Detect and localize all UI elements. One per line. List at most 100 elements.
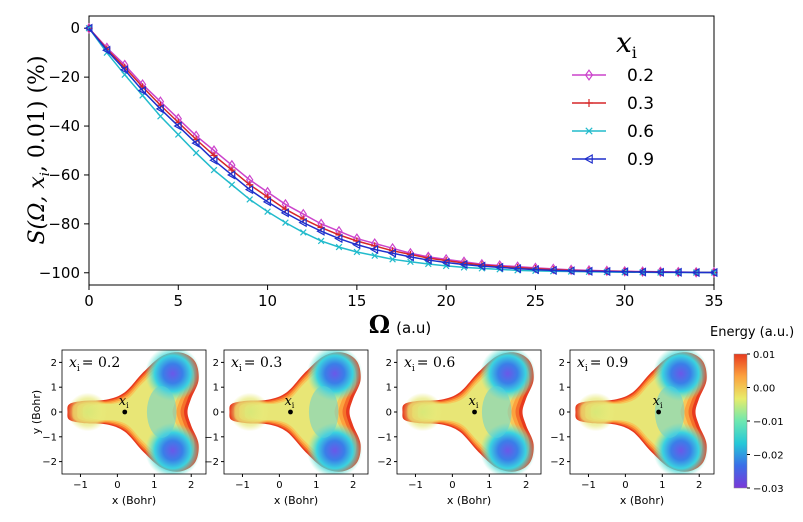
saddle-region [308,386,339,438]
data-point [137,85,147,96]
panel-x-axis-label: x (Bohr) [112,494,156,507]
data-point [282,219,289,226]
colorbar-tick-label: −0.03 [753,484,784,495]
xi-point-label: xi [119,394,129,410]
data-point [583,153,593,165]
data-point [264,208,271,215]
data-point [387,248,397,258]
xi-point-label: xi [653,394,663,410]
panel-x-tick-label: 1 [659,480,665,491]
panel-x-tick-label: −1 [581,480,596,491]
potential-panel: −1 0 1 2 2 1 0 −1 −2 x (Bohr) xi = 0.3 xi [204,349,369,507]
panel-x-tick-label: 1 [151,480,157,491]
legend-label: 0.9 [627,150,654,170]
data-point [173,121,182,131]
potential-panels: −1 0 1 2 2 1 0 −1 −2 x (Bohr) y (Bohr) xi = 0.2 xi −1 0… [30,349,715,507]
y-tick-label: −80 [48,215,80,233]
panel-y-axis-label: y (Bohr) [30,390,43,434]
panel-x-tick-label: −1 [235,480,250,491]
series-0.6 [85,24,718,276]
xi-point-marker [288,409,293,415]
panel-y-tick-label: −1 [204,432,219,443]
data-point [227,170,236,180]
y-axis-ticks: 0 −20 −40 −60 −80 −100 [39,19,89,282]
series-line [88,27,714,274]
data-point [585,127,593,135]
y-tick-label: −60 [48,166,80,184]
data-point [585,99,593,107]
panel-x-tick-label: 2 [523,480,529,491]
panel-y-tick-label: 2 [51,358,57,369]
data-point [334,233,343,244]
data-point [210,166,218,174]
legend-item-0.6: 0.6 [572,122,654,142]
data-point [369,244,379,255]
data-point [192,149,200,157]
data-point [512,263,522,274]
panel-y-tick-label: 2 [386,358,392,369]
data-point [317,237,325,245]
data-point [584,69,594,81]
data-point [619,267,629,277]
panel-y-tick-label: 1 [559,383,565,394]
colorbar-tick-label: −0.01 [753,417,784,428]
panel-x-tick-label: 2 [188,480,194,491]
potential-panel: −1 0 1 2 2 1 0 −1 −2 x (Bohr) xi = 0.6 xi [377,349,542,507]
x-tick-label: 10 [258,292,277,310]
data-point [353,248,361,256]
central-basin [67,392,109,432]
xi-point-marker [122,409,128,415]
panel-x-axis-label: x (Bohr) [274,494,318,507]
colorbar-tick-label: 0.00 [753,384,775,395]
data-point [191,138,200,148]
panel-x-tick-label: −1 [408,480,423,491]
line-chart: 0 5 10 15 20 25 30 35 0−20−40−60−80−100 Ω (a.u) … [25,15,724,339]
panel-y-tick-label: −1 [377,432,392,443]
data-point [584,266,593,276]
data-point [228,181,236,189]
panel-y-tick-label: −2 [42,457,57,468]
panel-label: xi = 0.3 [231,355,282,374]
data-point [566,266,575,276]
data-point [246,196,254,203]
x-tick-label: 15 [347,292,366,310]
y-axis-label: S(Ω, xi, 0.01) (%) [25,55,53,244]
data-point [530,264,539,275]
central-basin [402,392,444,432]
x-tick-label: 25 [526,292,545,310]
panel-y-tick-label: −2 [204,457,219,468]
panel-label: xi = 0.9 [577,355,628,374]
panel-x-axis-label: x (Bohr) [447,494,491,507]
y-tick-label: −20 [48,68,80,86]
x-tick-label: 0 [84,292,94,310]
panel-y-tick-label: 2 [559,358,565,369]
panel-x-tick-label: 0 [449,480,455,491]
data-point [352,240,361,250]
panel-x-tick-label: 0 [276,480,282,491]
data-point [655,267,664,277]
data-point [673,267,682,277]
x-tick-label: 5 [174,292,184,310]
data-point [459,259,468,270]
data-point [280,208,289,218]
legend-item-0.9: 0.9 [572,150,654,170]
x-tick-label: 30 [615,292,634,310]
panel-x-tick-label: −1 [73,480,88,491]
plot-frame [88,15,715,286]
panel-y-tick-label: 0 [213,408,219,419]
panel-label: xi = 0.6 [404,355,455,374]
colorbar-gradient [733,353,748,489]
panel-x-tick-label: 2 [350,480,356,491]
panel-x-axis-label: x (Bohr) [620,494,664,507]
panel-x-tick-label: 0 [622,480,628,491]
data-point [155,104,164,114]
data-point [298,218,307,228]
data-point [389,256,396,263]
panel-x-tick-label: 1 [486,480,492,491]
data-point [119,65,129,75]
series-layer [84,22,718,278]
legend-label: 0.3 [627,94,654,114]
data-point [602,266,611,277]
legend-title: xi [616,26,637,62]
